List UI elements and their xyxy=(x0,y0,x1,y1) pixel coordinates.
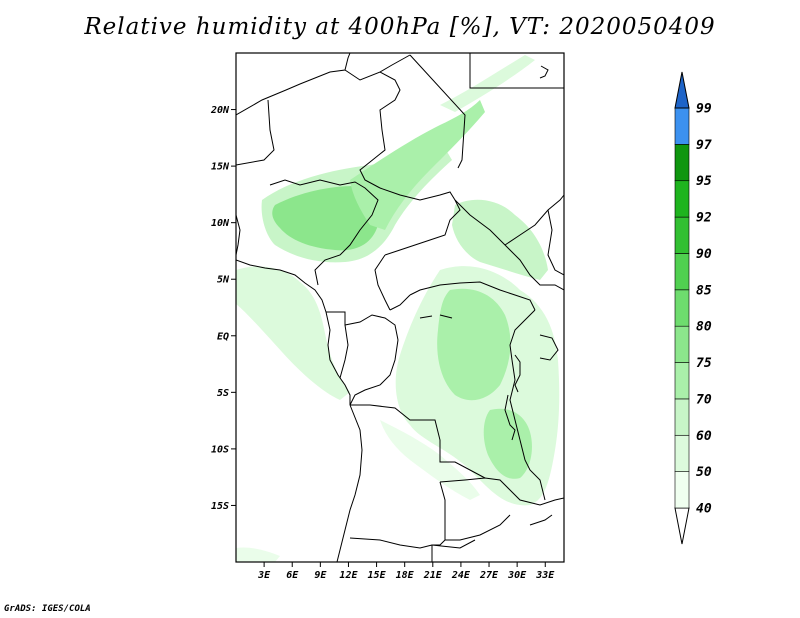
coastline xyxy=(325,311,351,405)
border-line xyxy=(409,54,466,169)
lat-tick-label: 20N xyxy=(210,105,230,116)
lon-tick-label: 24E xyxy=(451,570,471,581)
border-line xyxy=(431,539,476,549)
border-line xyxy=(336,404,363,562)
country-borders xyxy=(236,53,564,562)
coastline xyxy=(236,214,241,256)
colorbar: 40 50 60 70 75 80 85 90 92 95 97 99 xyxy=(674,71,712,545)
latitude-axis: 20N 15N 10N 5N EQ 5S 10S 15S xyxy=(210,105,236,512)
colorbar-swatch xyxy=(674,180,690,218)
colorbar-swatch xyxy=(674,398,690,436)
lake-outline xyxy=(504,394,516,441)
border-line xyxy=(326,311,399,341)
border-line xyxy=(409,281,536,311)
border-line xyxy=(379,187,461,256)
border-line xyxy=(547,209,564,276)
border-line xyxy=(509,309,536,361)
lat-tick-label: 5N xyxy=(217,275,230,286)
lon-tick-label: 18E xyxy=(396,570,415,581)
lon-tick-label: 30E xyxy=(507,570,527,581)
lon-tick-label: 21E xyxy=(423,570,443,581)
border-line xyxy=(469,53,564,89)
border-line xyxy=(374,254,391,311)
coastline xyxy=(529,514,553,526)
map-title: Relative humidity at 400hPa [%], VT: 202… xyxy=(84,14,716,40)
colorbar-level-label: 60 xyxy=(696,429,712,444)
lat-tick-label: 10N xyxy=(211,218,230,229)
humidity-field xyxy=(236,55,560,562)
colorbar-upper-arrow xyxy=(674,71,690,109)
border-line xyxy=(445,514,511,541)
map-frame xyxy=(235,52,565,563)
humidity-region-lakes xyxy=(483,408,532,479)
humidity-region-sahel-band xyxy=(350,100,485,230)
border-line xyxy=(519,439,546,501)
lon-tick-label: 3E xyxy=(257,570,271,581)
colorbar-level-label: 97 xyxy=(696,138,712,153)
border-line xyxy=(236,99,275,166)
border-line xyxy=(379,54,411,73)
lon-tick-label: 9E xyxy=(314,570,327,581)
colorbar-level-label: 85 xyxy=(696,283,712,298)
colorbar-level-label: 40 xyxy=(696,502,712,517)
grads-credit: GrADS: IGES/COLA xyxy=(4,604,91,614)
colorbar-swatch xyxy=(674,471,690,509)
colorbar-swatch xyxy=(674,434,690,472)
lon-tick-label: 6E xyxy=(286,570,299,581)
border-line xyxy=(389,294,411,311)
colorbar-swatch xyxy=(674,325,690,363)
colorbar-lower-arrow xyxy=(674,507,690,545)
border-line xyxy=(509,359,521,441)
border-line xyxy=(349,339,399,406)
border-line xyxy=(504,194,564,246)
humidity-region-central-core xyxy=(437,288,511,401)
colorbar-level-label: 50 xyxy=(696,465,712,480)
colorbar-level-label: 75 xyxy=(696,356,712,371)
colorbar-level-label: 99 xyxy=(696,102,712,117)
colorbar-level-label: 80 xyxy=(696,320,712,335)
lake-outline xyxy=(419,315,433,319)
colorbar-swatch xyxy=(674,362,690,400)
lake-outline xyxy=(514,354,521,393)
humidity-region-northeast-streak xyxy=(440,55,535,112)
lat-tick-label: 15S xyxy=(211,501,229,512)
lon-tick-label: 12E xyxy=(339,570,358,581)
border-line xyxy=(439,477,564,506)
humidity-region-west-sahel-core xyxy=(272,186,379,251)
colorbar-swatch xyxy=(674,289,690,327)
border-line xyxy=(454,199,564,291)
lon-tick-label: 33E xyxy=(535,570,555,581)
island-outline xyxy=(539,65,549,79)
lake-outline xyxy=(539,334,559,361)
colorbar-swatch xyxy=(674,216,690,254)
border-line xyxy=(339,324,349,379)
humidity-region-south xyxy=(236,547,280,562)
humidity-region-southwest xyxy=(380,420,480,500)
coastline xyxy=(236,259,327,313)
longitude-axis: 3E 6E 9E 12E 15E 18E 21E 24E 27E 30E 33E xyxy=(257,562,555,581)
border-line xyxy=(431,481,446,562)
colorbar-swatch xyxy=(674,253,690,291)
colorbar-level-label: 90 xyxy=(696,247,712,262)
border-line xyxy=(269,179,379,286)
lat-tick-label: 10S xyxy=(211,444,229,455)
colorbar-level-label: 92 xyxy=(696,211,712,226)
border-line xyxy=(236,53,351,116)
colorbar-swatch xyxy=(674,144,690,182)
colorbar-swatch xyxy=(674,107,690,145)
colorbar-level-label: 70 xyxy=(696,392,712,407)
lat-tick-label: EQ xyxy=(217,331,229,342)
humidity-region-gulf xyxy=(236,266,350,400)
border-line xyxy=(349,537,433,549)
lon-tick-label: 15E xyxy=(368,570,387,581)
lon-tick-label: 27E xyxy=(479,570,499,581)
colorbar-level-label: 95 xyxy=(696,174,712,189)
lake-outline xyxy=(439,314,453,319)
border-line xyxy=(350,404,486,479)
lat-tick-label: 5S xyxy=(217,388,229,399)
lat-tick-label: 15N xyxy=(211,162,230,173)
